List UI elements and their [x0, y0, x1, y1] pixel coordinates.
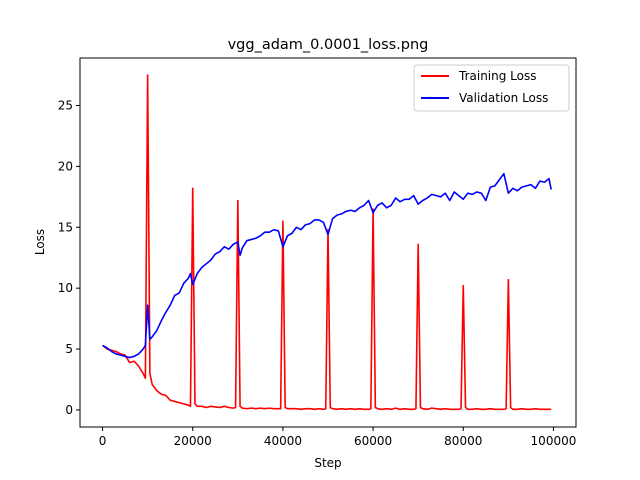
- y-tick-label: 0: [65, 403, 73, 417]
- x-tick-label: 80000: [444, 434, 482, 448]
- y-tick-label: 15: [58, 220, 73, 234]
- x-tick-label: 60000: [354, 434, 392, 448]
- y-tick-label: 10: [58, 281, 73, 295]
- legend-label-validation-loss: Validation Loss: [459, 91, 548, 105]
- y-tick-label: 20: [58, 159, 73, 173]
- y-axis-label: Loss: [33, 229, 47, 255]
- series-line-validation-loss: [102, 172, 552, 359]
- y-axis: 0 5 10 15 20 25: [58, 98, 80, 417]
- series-line-training-loss: [102, 74, 552, 411]
- x-tick-label: 20000: [174, 434, 212, 448]
- chart-title: vgg_adam_0.0001_loss.png: [228, 37, 429, 53]
- series-layer: [102, 74, 552, 411]
- y-tick-label: 5: [65, 342, 73, 356]
- x-tick-label: 100000: [531, 434, 577, 448]
- y-tick-label: 25: [58, 98, 73, 112]
- x-axis: 0 20000 40000 60000 80000 100000: [99, 427, 577, 448]
- legend-box: [413, 64, 570, 112]
- x-tick-label: 0: [99, 434, 107, 448]
- legend-label-training-loss: Training Loss: [458, 69, 536, 83]
- x-tick-label: 40000: [264, 434, 302, 448]
- plot-area-frame: [79, 57, 577, 428]
- x-axis-label: Step: [314, 456, 341, 470]
- legend: Training Loss Validation Loss: [413, 64, 570, 112]
